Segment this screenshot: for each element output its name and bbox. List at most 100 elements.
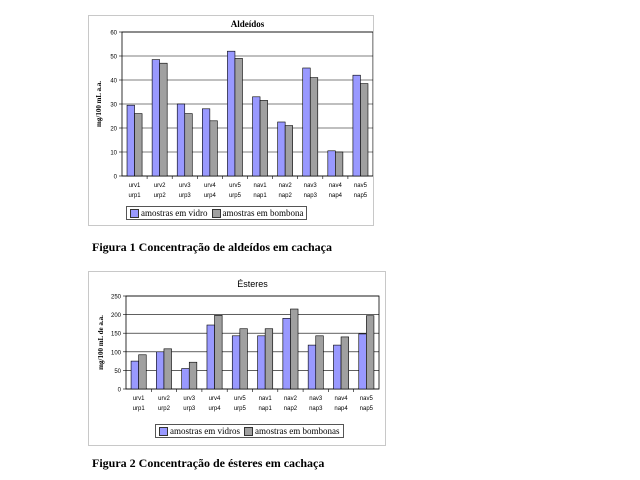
bar-series-b (366, 315, 375, 390)
x-tick-label: urv5 (229, 183, 241, 189)
y-tick-label: 200 (111, 313, 122, 319)
legend-label-b: amostras em bombonas (255, 426, 340, 436)
bar-series-b (340, 336, 349, 390)
x-tick-label-secondary: nap5 (354, 193, 368, 199)
x-tick-label-secondary: nap1 (253, 193, 267, 199)
bar-series-b (335, 151, 344, 177)
x-tick-label: urv3 (179, 183, 191, 189)
chart-aldeidos: Aldeídos mg/100 mL a.a. 0 10 20 30 40 50 60 urv1 u… (88, 15, 374, 226)
legend-swatch-a (130, 208, 139, 218)
chart-esteres-svg: Ésteres mg/100 mL de a.a. 0 50 100 150 200 250 u… (97, 279, 380, 412)
x-tick-label-secondary: urp2 (154, 193, 167, 199)
x-tick-label-secondary: urp3 (183, 406, 196, 412)
bar-series-a (302, 67, 311, 177)
x-tick-label-secondary: nap2 (284, 406, 298, 412)
y-tick-label: 0 (114, 175, 118, 181)
legend-item-series-b: amostras em bombonas (244, 426, 340, 436)
y-tick-label: 30 (110, 103, 117, 109)
legend-item-series-a: amostras em vidros (159, 426, 240, 436)
y-tick-label: 40 (110, 79, 117, 85)
bar-series-a (257, 335, 266, 390)
x-tick-label-secondary: nap3 (304, 193, 318, 199)
legend-swatch-b (211, 208, 221, 218)
bar-series-a (130, 360, 139, 390)
bar-series-a (307, 344, 317, 390)
bar-series-b (315, 335, 324, 390)
bar-series-b (214, 315, 223, 390)
y-tick-label: 250 (111, 295, 122, 301)
legend-label-a: amostras em vidros (170, 426, 240, 436)
bar-series-a (252, 96, 261, 177)
y-axis-label: mg/100 mL de a.a. (97, 315, 105, 370)
bar-series-b (284, 125, 293, 177)
bar-series-a (151, 59, 160, 177)
y-tick-label: 50 (110, 55, 117, 61)
figure-2-caption: Figura 2 Concentração de ésteres em cach… (92, 456, 325, 470)
bar-series-a (156, 351, 165, 390)
x-tick-label-secondary: nap4 (329, 193, 343, 199)
y-tick-label: 150 (111, 332, 122, 338)
legend-item-series-a: amostras em vidro (130, 208, 208, 218)
x-tick-label-secondary: urp1 (133, 406, 146, 412)
x-tick-label-secondary: urp2 (158, 406, 171, 412)
bar-series-b (360, 83, 369, 177)
bar-series-a (358, 333, 367, 390)
y-tick-label: 100 (111, 350, 122, 356)
x-tick-label: nav2 (279, 183, 293, 189)
bar-series-b (184, 113, 193, 177)
bar-series-a (277, 121, 286, 177)
bar-series-b (259, 100, 268, 177)
y-tick-label: 0 (118, 388, 122, 394)
bar-series-a (202, 108, 211, 177)
y-axis-label: mg/100 mL a.a. (95, 81, 103, 127)
figure-1-caption: Figura 1 Concentração de aldeídos em cac… (92, 240, 332, 254)
legend-label-a: amostras em vidro (141, 208, 208, 218)
bar-series-a (352, 74, 361, 177)
x-tick-label: nav5 (360, 396, 374, 402)
bar-series-b (290, 308, 299, 390)
chart-esteres-legend: amostras em vidros amostras em bombonas (155, 424, 344, 438)
chart-esteres: Ésteres mg/100 mL de a.a. 0 50 100 150 200 250 u… (88, 271, 386, 446)
x-tick-label-secondary: nap4 (334, 406, 348, 412)
x-tick-label: urv3 (183, 396, 195, 402)
bar-series-a (176, 103, 186, 177)
bar-series-b (239, 328, 248, 390)
x-tick-label-secondary: urp4 (209, 406, 222, 412)
x-tick-label-secondary: urp5 (234, 406, 247, 412)
bar-series-b (163, 348, 172, 390)
bar-series-b (138, 354, 147, 390)
x-tick-label: urv1 (133, 396, 145, 402)
x-tick-label: urv5 (234, 396, 246, 402)
chart-title: Ésteres (237, 279, 268, 289)
x-tick-label-secondary: nap2 (278, 193, 292, 199)
y-tick-label: 60 (110, 31, 117, 37)
y-tick-label: 10 (110, 151, 117, 157)
x-tick-label-secondary: nap3 (309, 406, 323, 412)
x-tick-label: nav2 (284, 396, 298, 402)
bar-series-b (188, 361, 198, 390)
y-tick-label: 20 (110, 127, 117, 133)
x-tick-label: urv2 (154, 183, 166, 189)
x-tick-label-secondary: urp1 (129, 193, 142, 199)
bar-series-a (126, 104, 135, 177)
x-tick-label-secondary: urp4 (204, 193, 217, 199)
bar-series-a (327, 150, 336, 177)
x-tick-label-secondary: nap1 (258, 406, 272, 412)
bar-series-b (234, 58, 243, 177)
chart-aldeidos-svg: Aldeídos mg/100 mL a.a. 0 10 20 30 40 50 60 urv1 u… (95, 19, 373, 199)
bar-series-a (282, 318, 291, 390)
bar-series-b (209, 120, 218, 177)
x-tick-label: urv4 (204, 183, 216, 189)
x-tick-label: urv2 (158, 396, 170, 402)
bar-series-a (227, 50, 236, 177)
chart-title: Aldeídos (231, 19, 265, 29)
chart-aldeidos-legend: amostras em vidro amostras em bombona (126, 206, 308, 220)
x-tick-label-secondary: urp5 (229, 193, 242, 199)
x-tick-label: nav1 (254, 183, 268, 189)
bar-series-a (206, 324, 215, 390)
legend-swatch-b (244, 426, 253, 436)
x-tick-label: urv1 (129, 183, 141, 189)
bar-series-a (181, 368, 190, 390)
x-tick-label: nav4 (335, 396, 349, 402)
x-tick-label-secondary: nap5 (360, 406, 374, 412)
